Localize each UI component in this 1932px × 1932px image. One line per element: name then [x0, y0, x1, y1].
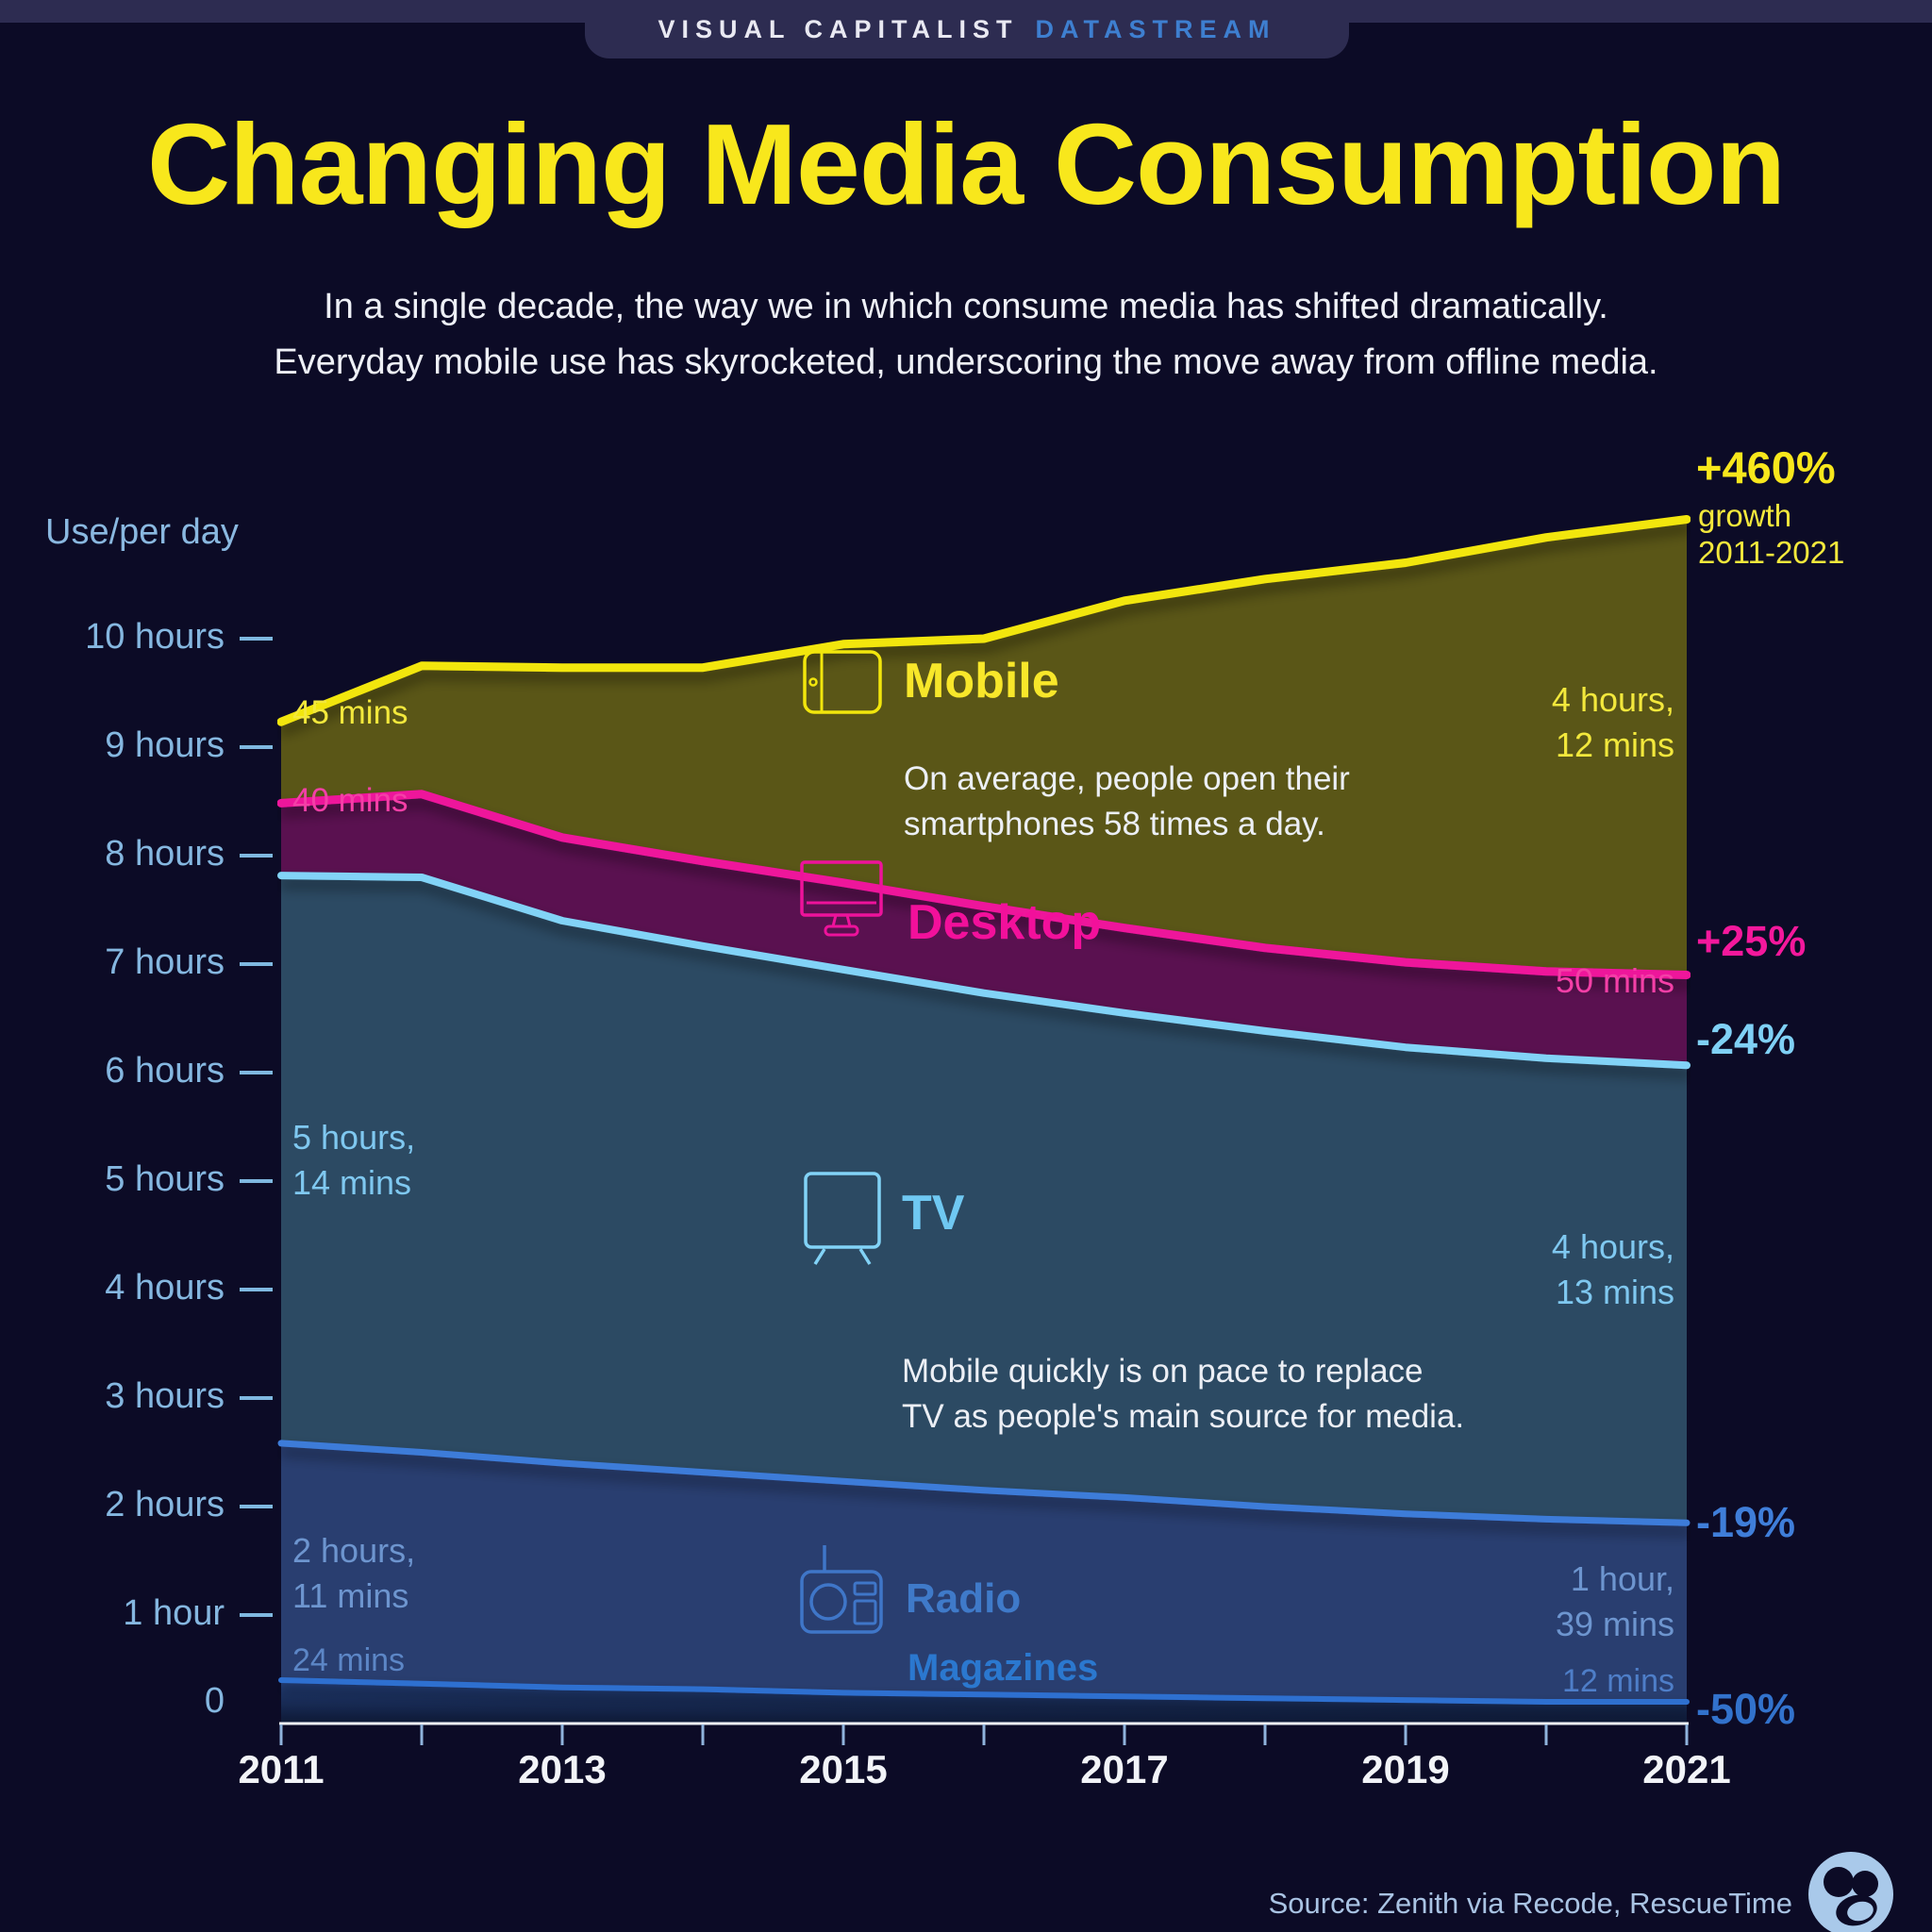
- line-radio: [277, 1440, 1690, 1526]
- y-tick-label: 8 hours: [105, 834, 225, 874]
- description-mobile: On average, people open their smartphone…: [904, 760, 1350, 843]
- value-mobile-2011: 45 mins: [292, 694, 408, 731]
- x-tick-label: 2021: [1642, 1747, 1731, 1791]
- brand-name: VISUAL CAPITALIST: [658, 14, 1019, 43]
- label-magazines: Magazines: [908, 1647, 1099, 1689]
- radio-icon: [800, 1545, 883, 1634]
- y-tick-label: 3 hours: [105, 1376, 225, 1416]
- x-tick-label: 2019: [1361, 1747, 1450, 1791]
- y-axis-ticks: [240, 637, 273, 1617]
- desktop-monitor-icon: [800, 860, 883, 937]
- value-mobile-2021: 4 hours, 12 mins: [1551, 680, 1674, 764]
- change-mobile-sub2: 2011-2021: [1698, 535, 1845, 570]
- x-tick-label: 2013: [518, 1747, 607, 1791]
- value-desktop-2011: 40 mins: [292, 782, 408, 819]
- subtitle-line-2: Everyday mobile use has skyrocketed, und…: [274, 341, 1658, 382]
- change-mobile-sub1: growth: [1698, 498, 1792, 533]
- x-tick-label: 2011: [238, 1747, 325, 1791]
- brand-series-name: DATASTREAM: [1035, 14, 1276, 43]
- page-subtitle: In a single decade, the way we in which …: [0, 279, 1932, 391]
- x-tick-label: 2015: [799, 1747, 888, 1791]
- value-desktop-2021: 50 mins: [1555, 961, 1674, 1000]
- value-magazines-2011: 24 mins: [292, 1642, 406, 1678]
- y-tick-label: 5 hours: [105, 1159, 225, 1199]
- y-tick-label: 0: [204, 1681, 225, 1721]
- value-radio-2011: 2 hours, 11 mins: [292, 1531, 416, 1615]
- value-tv-2021: 4 hours, 13 mins: [1551, 1227, 1674, 1311]
- change-mobile: +460%: [1696, 442, 1836, 492]
- label-mobile: Mobile: [904, 654, 1059, 708]
- change-tv: -24%: [1696, 1015, 1796, 1063]
- description-tv: Mobile quickly is on pace to replace TV …: [902, 1353, 1465, 1436]
- y-tick-label: 10 hours: [85, 617, 225, 657]
- visual-capitalist-logo-icon: [1808, 1852, 1893, 1932]
- y-tick-label: 7 hours: [105, 942, 225, 982]
- y-axis-title: Use/per day: [45, 512, 239, 552]
- smartphone-icon: [803, 650, 882, 714]
- brand-badge: VISUAL CAPITALIST DATASTREAM: [585, 0, 1349, 58]
- value-magazines-2021: 12 mins: [1561, 1663, 1674, 1699]
- label-radio: Radio: [906, 1575, 1022, 1622]
- source-credit: Source: Zenith via Recode, RescueTime: [1268, 1887, 1792, 1920]
- label-desktop: Desktop: [908, 895, 1102, 950]
- x-tick-label: 2017: [1080, 1747, 1169, 1791]
- y-tick-label: 2 hours: [105, 1485, 225, 1524]
- y-tick-label: 9 hours: [105, 725, 225, 765]
- change-desktop: +25%: [1696, 917, 1807, 965]
- subtitle-line-1: In a single decade, the way we in which …: [324, 287, 1608, 326]
- page-title: Changing Media Consumption: [146, 100, 1786, 228]
- tv-icon: [804, 1172, 881, 1265]
- change-radio: -19%: [1696, 1498, 1796, 1546]
- value-radio-2021: 1 hour, 39 mins: [1555, 1559, 1674, 1643]
- change-magazines: -50%: [1696, 1685, 1796, 1733]
- y-tick-label: 1 hour: [123, 1593, 225, 1633]
- y-tick-label: 4 hours: [105, 1268, 225, 1307]
- y-tick-label: 6 hours: [105, 1051, 225, 1091]
- x-axis: [279, 1722, 1689, 1745]
- value-tv-2011: 5 hours, 14 mins: [292, 1118, 416, 1202]
- label-tv: TV: [902, 1186, 965, 1241]
